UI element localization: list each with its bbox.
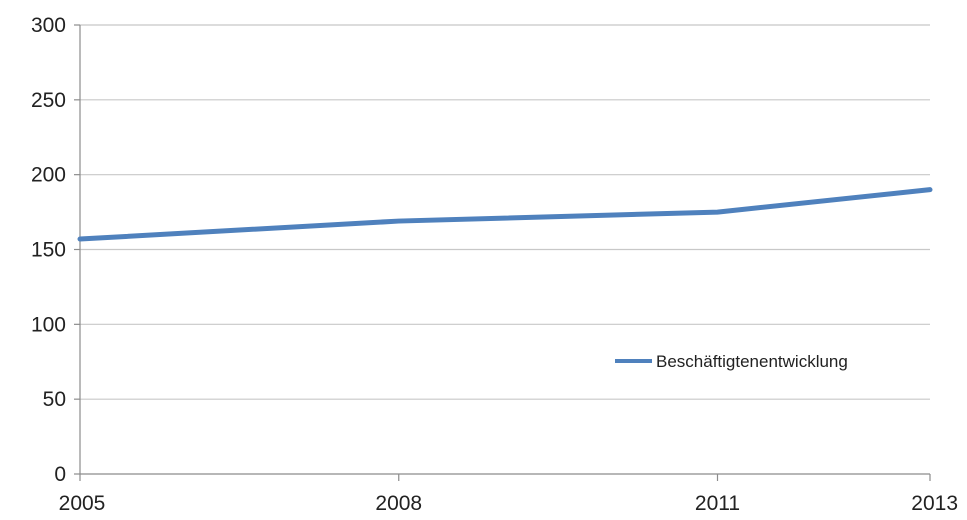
- y-tick-label: 100: [31, 313, 66, 336]
- series-line: [77, 187, 933, 242]
- x-tick-label: 2013: [911, 492, 958, 515]
- y-tick-label: 0: [54, 463, 66, 486]
- y-tick-label: 150: [31, 239, 66, 262]
- series-lines: [77, 187, 933, 242]
- gridlines: [80, 24, 930, 400]
- y-axis-tick-labels: 0 50 100 150 200 250 300: [31, 14, 66, 486]
- x-axis-tick-labels: 2005 2008 2011 2013: [59, 492, 958, 515]
- x-tick-label: 2011: [695, 492, 740, 515]
- legend-label: Beschäftigtenentwicklung: [656, 352, 848, 371]
- y-tick-label: 300: [31, 14, 66, 37]
- x-tick-label: 2005: [59, 492, 106, 515]
- y-tick-label: 50: [43, 388, 66, 411]
- x-tick-label: 2008: [375, 492, 422, 515]
- y-tick-label: 250: [31, 89, 66, 112]
- y-tick-label: 200: [31, 164, 66, 187]
- legend: Beschäftigtenentwicklung: [615, 352, 848, 371]
- axes: [74, 24, 931, 481]
